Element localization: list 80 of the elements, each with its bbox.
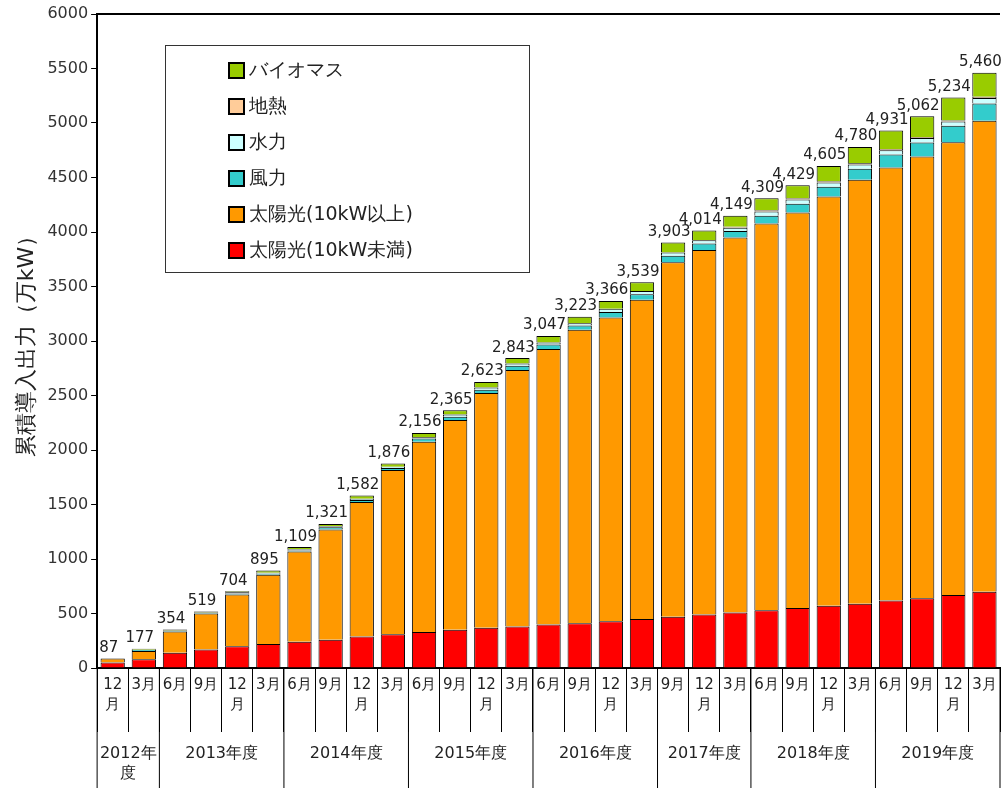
x-tick-label: 9月 [660, 675, 686, 694]
x-tick-label: 6月 [878, 675, 904, 694]
legend-label: 太陽光(10kW未満) [249, 237, 413, 262]
total-label: 3,366 [585, 280, 629, 299]
x-tick-label: 6月 [754, 675, 779, 694]
y-tick-label: 4000 [47, 221, 89, 241]
total-label: 2,156 [398, 412, 442, 431]
x-tick-label: 12月 [601, 675, 621, 714]
legend-label: バイオマス [249, 57, 344, 82]
x-tick-label: 9月 [442, 675, 468, 694]
x-tick-label: 3月 [629, 675, 655, 694]
y-tick-label: 1500 [47, 493, 89, 513]
total-label: 2,365 [429, 389, 473, 408]
y-tick-label: 0 [77, 657, 89, 677]
legend-label: 地熱 [249, 93, 287, 118]
legend-label: 太陽光(10kW以上) [249, 201, 413, 226]
x-tick-label: 3月 [847, 675, 873, 694]
total-label: 3,539 [616, 261, 660, 280]
total-label: 5,234 [927, 76, 971, 95]
text: 2017年度 [667, 743, 741, 763]
y-tick-label: 4500 [47, 166, 89, 186]
total-label: 4,780 [834, 126, 878, 145]
x-tick-label: 12月 [819, 675, 839, 714]
legend-label: 風力 [249, 165, 287, 190]
total-label: 1,109 [274, 526, 317, 545]
x-tick-label: 6月 [536, 675, 561, 694]
y-tick-label: 5500 [47, 57, 89, 77]
total-label: 4,605 [803, 145, 847, 164]
x-tick-label: 6月 [287, 675, 312, 694]
x-tick-label: 12月 [352, 675, 372, 714]
total-label: 704 [218, 570, 248, 589]
x-tick-label: 3月 [256, 675, 281, 694]
text: 2016年度 [558, 743, 632, 763]
y-axis-title: 累積導入出力（万kW） [12, 224, 38, 458]
text: 2019年度 [901, 743, 975, 763]
x-tick-label: 12月 [694, 675, 714, 714]
x-tick-label: 12月 [476, 675, 496, 714]
y-tick-label: 500 [57, 602, 89, 622]
x-tick-label: 3月 [380, 675, 406, 694]
x-tick-label: 9月 [318, 675, 343, 694]
total-label: 2,623 [460, 361, 504, 380]
total-label: 519 [187, 590, 217, 609]
y-tick-label: 2000 [47, 439, 89, 459]
y-tick-label: 1000 [47, 548, 89, 568]
text: 2015年度 [434, 743, 508, 763]
x-tick-label: 3月 [723, 675, 748, 694]
x-tick-label: 9月 [193, 675, 219, 694]
total-label: 1,876 [367, 442, 411, 461]
total-label: 87 [99, 637, 119, 656]
x-tick-label: 12月 [227, 675, 247, 714]
text: 2013年度 [185, 743, 259, 763]
x-tick-label: 12月 [103, 675, 123, 714]
x-tick-label: 9月 [785, 675, 810, 694]
total-label: 5,460 [958, 52, 1002, 71]
y-tick-label: 6000 [47, 3, 89, 23]
x-tick-label: 9月 [567, 675, 592, 694]
x-tick-label: 3月 [972, 675, 997, 694]
text: 2014年度 [309, 743, 383, 763]
total-label: 5,062 [896, 95, 940, 114]
total-label: 3,047 [523, 315, 567, 334]
text: 2018年度 [776, 743, 850, 763]
y-tick-label: 5000 [47, 112, 89, 132]
x-tick-label: 6月 [411, 675, 437, 694]
y-tick-label: 2500 [47, 384, 89, 404]
y-tick-label: 3500 [47, 275, 89, 295]
total-label: 1,582 [336, 474, 380, 493]
total-label: 177 [125, 628, 155, 647]
total-label: 354 [156, 608, 186, 627]
x-tick-label: 3月 [131, 675, 157, 694]
x-tick-label: 3月 [505, 675, 530, 694]
x-tick-label: 12月 [943, 675, 963, 714]
x-tick-label: 6月 [162, 675, 188, 694]
y-tick-label: 3000 [47, 330, 89, 350]
total-label: 895 [250, 549, 279, 568]
total-label: 1,321 [305, 503, 349, 522]
x-tick-label: 9月 [909, 675, 935, 694]
total-label: 2,843 [491, 337, 535, 356]
legend-label: 水力 [249, 129, 287, 154]
total-label: 3,223 [554, 296, 598, 315]
text: 2012年度 [99, 743, 157, 783]
